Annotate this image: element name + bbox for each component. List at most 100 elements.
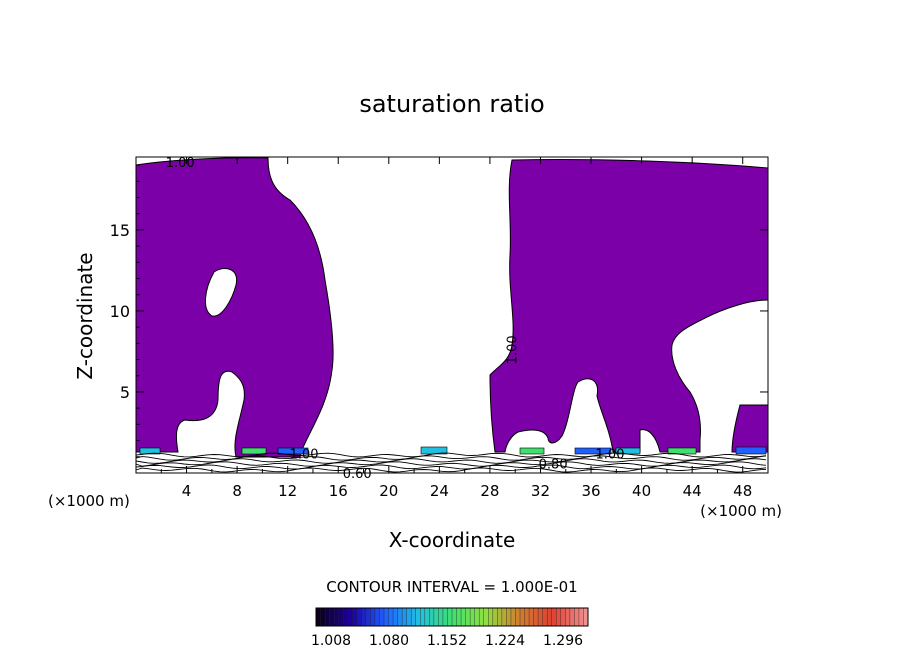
colorbar-cell (506, 608, 512, 626)
x-tick-label: 24 (430, 482, 449, 500)
colorbar-cell (420, 608, 426, 626)
x-tick-label: 36 (581, 482, 600, 500)
contour-label: 1.00 (166, 156, 195, 171)
colorbar-cell (329, 608, 335, 626)
x-tick-label: 48 (733, 482, 752, 500)
colorbar-cell (456, 608, 462, 626)
saturation-patch (667, 447, 697, 455)
colorbar-cell (370, 608, 376, 626)
colorbar-cell (320, 608, 326, 626)
colorbar-cell (388, 608, 394, 626)
colorbar-cell (406, 608, 412, 626)
contour-label: 1.00 (290, 448, 319, 463)
colorbar-cell (515, 608, 521, 626)
colorbar-cell (411, 608, 417, 626)
saturation-patch (241, 447, 267, 455)
colorbar-cell (347, 608, 353, 626)
saturation-patch (277, 447, 309, 455)
contour-line (135, 458, 767, 464)
x-tick-label: 32 (531, 482, 550, 500)
saturation-patch (735, 446, 767, 455)
saturation-patch (574, 447, 612, 455)
contour-label-group: 0.60 (343, 467, 372, 482)
colorbar-cell (542, 608, 548, 626)
colorbar-cell (325, 608, 330, 626)
colorbar-cell (461, 608, 466, 626)
saturation-hole (205, 268, 238, 317)
contour-line (135, 452, 767, 458)
plot-area: 1.00 1.00 1.00 1.00 0.60 0.80 (135, 156, 769, 482)
colorbar-cell (379, 608, 385, 626)
y-axis-label: Z-coordinate (73, 252, 97, 379)
colorbar-label: 1.080 (369, 633, 409, 649)
contour-label-group: 1.00 (166, 156, 195, 171)
colorbar-cell (560, 608, 566, 626)
colorbar-cell (501, 608, 507, 626)
colorbar-cell (551, 608, 557, 626)
colorbar-label: 1.008 (311, 633, 351, 649)
colorbar-cell (470, 608, 475, 626)
colorbar-cell (583, 608, 589, 626)
saturation-region-right-lower (731, 404, 769, 453)
colorbar-cell (497, 608, 503, 626)
saturation-region-left (135, 157, 334, 458)
x-tick-label: 12 (278, 482, 297, 500)
colorbar-cell (343, 608, 349, 626)
colorbar-cell (361, 608, 367, 626)
colorbar-cell (424, 608, 430, 626)
colorbar-cell (492, 608, 498, 626)
colorbar-cell (374, 608, 380, 626)
x-axis-label: X-coordinate (389, 528, 516, 552)
colorbar-cell (433, 608, 439, 626)
colorbar-cell (565, 608, 571, 626)
x-tick-label: 8 (232, 482, 242, 500)
colorbar-cell (533, 608, 539, 626)
contour-label-group: 1.00 (596, 448, 625, 463)
x-tick-label: 20 (379, 482, 398, 500)
colorbar-cell (474, 608, 480, 626)
contour-line (135, 467, 767, 473)
colorbar-cell (488, 608, 494, 626)
contour-label: 0.60 (343, 467, 372, 482)
saturation-region-right (489, 158, 769, 453)
colorbar-cell (397, 608, 403, 626)
colorbar-cell (520, 608, 525, 626)
colorbar-cell (384, 608, 389, 626)
x-unit-label-right: (×1000 m) (700, 502, 782, 520)
contour-label-group: 0.80 (539, 457, 568, 472)
colorbar-cell (442, 608, 448, 626)
contour-interval-text: CONTOUR INTERVAL = 1.000E-01 (326, 578, 577, 596)
colorbar-cell (483, 608, 489, 626)
x-unit-label-left: (×1000 m) (48, 492, 130, 510)
colorbar-cell (578, 608, 584, 626)
x-tick-label: 40 (632, 482, 651, 500)
colorbar: 1.008 1.080 1.152 1.224 1.296 (311, 607, 589, 649)
colorbar-cell (465, 608, 471, 626)
colorbar-cell (415, 608, 421, 626)
x-tick-label: 16 (329, 482, 348, 500)
colorbar-cell (556, 608, 562, 626)
contour-label-group: 1.00 (505, 335, 520, 364)
colorbar-cell (479, 608, 485, 626)
contour-line (135, 455, 767, 461)
chart-title: saturation ratio (359, 90, 544, 118)
contour-label: 1.00 (505, 335, 520, 364)
colorbar-label: 1.224 (485, 633, 525, 649)
contour-label-group: 1.00 (290, 448, 319, 463)
colorbar-cell (393, 608, 398, 626)
x-tick-label: 28 (480, 482, 499, 500)
colorbar-cell (365, 608, 371, 626)
colorbar-cell (574, 608, 580, 626)
colorbar-cell (438, 608, 444, 626)
y-tick-label: 5 (120, 383, 130, 402)
saturation-patch (139, 447, 161, 455)
colorbar-cell (316, 608, 321, 626)
contour-label: 1.00 (596, 448, 625, 463)
colorbar-frame (315, 607, 589, 627)
colorbar-cell (529, 608, 534, 626)
colorbar-cell (356, 608, 362, 626)
y-tick-label: 10 (110, 302, 130, 321)
contour-label: 0.80 (539, 457, 568, 472)
